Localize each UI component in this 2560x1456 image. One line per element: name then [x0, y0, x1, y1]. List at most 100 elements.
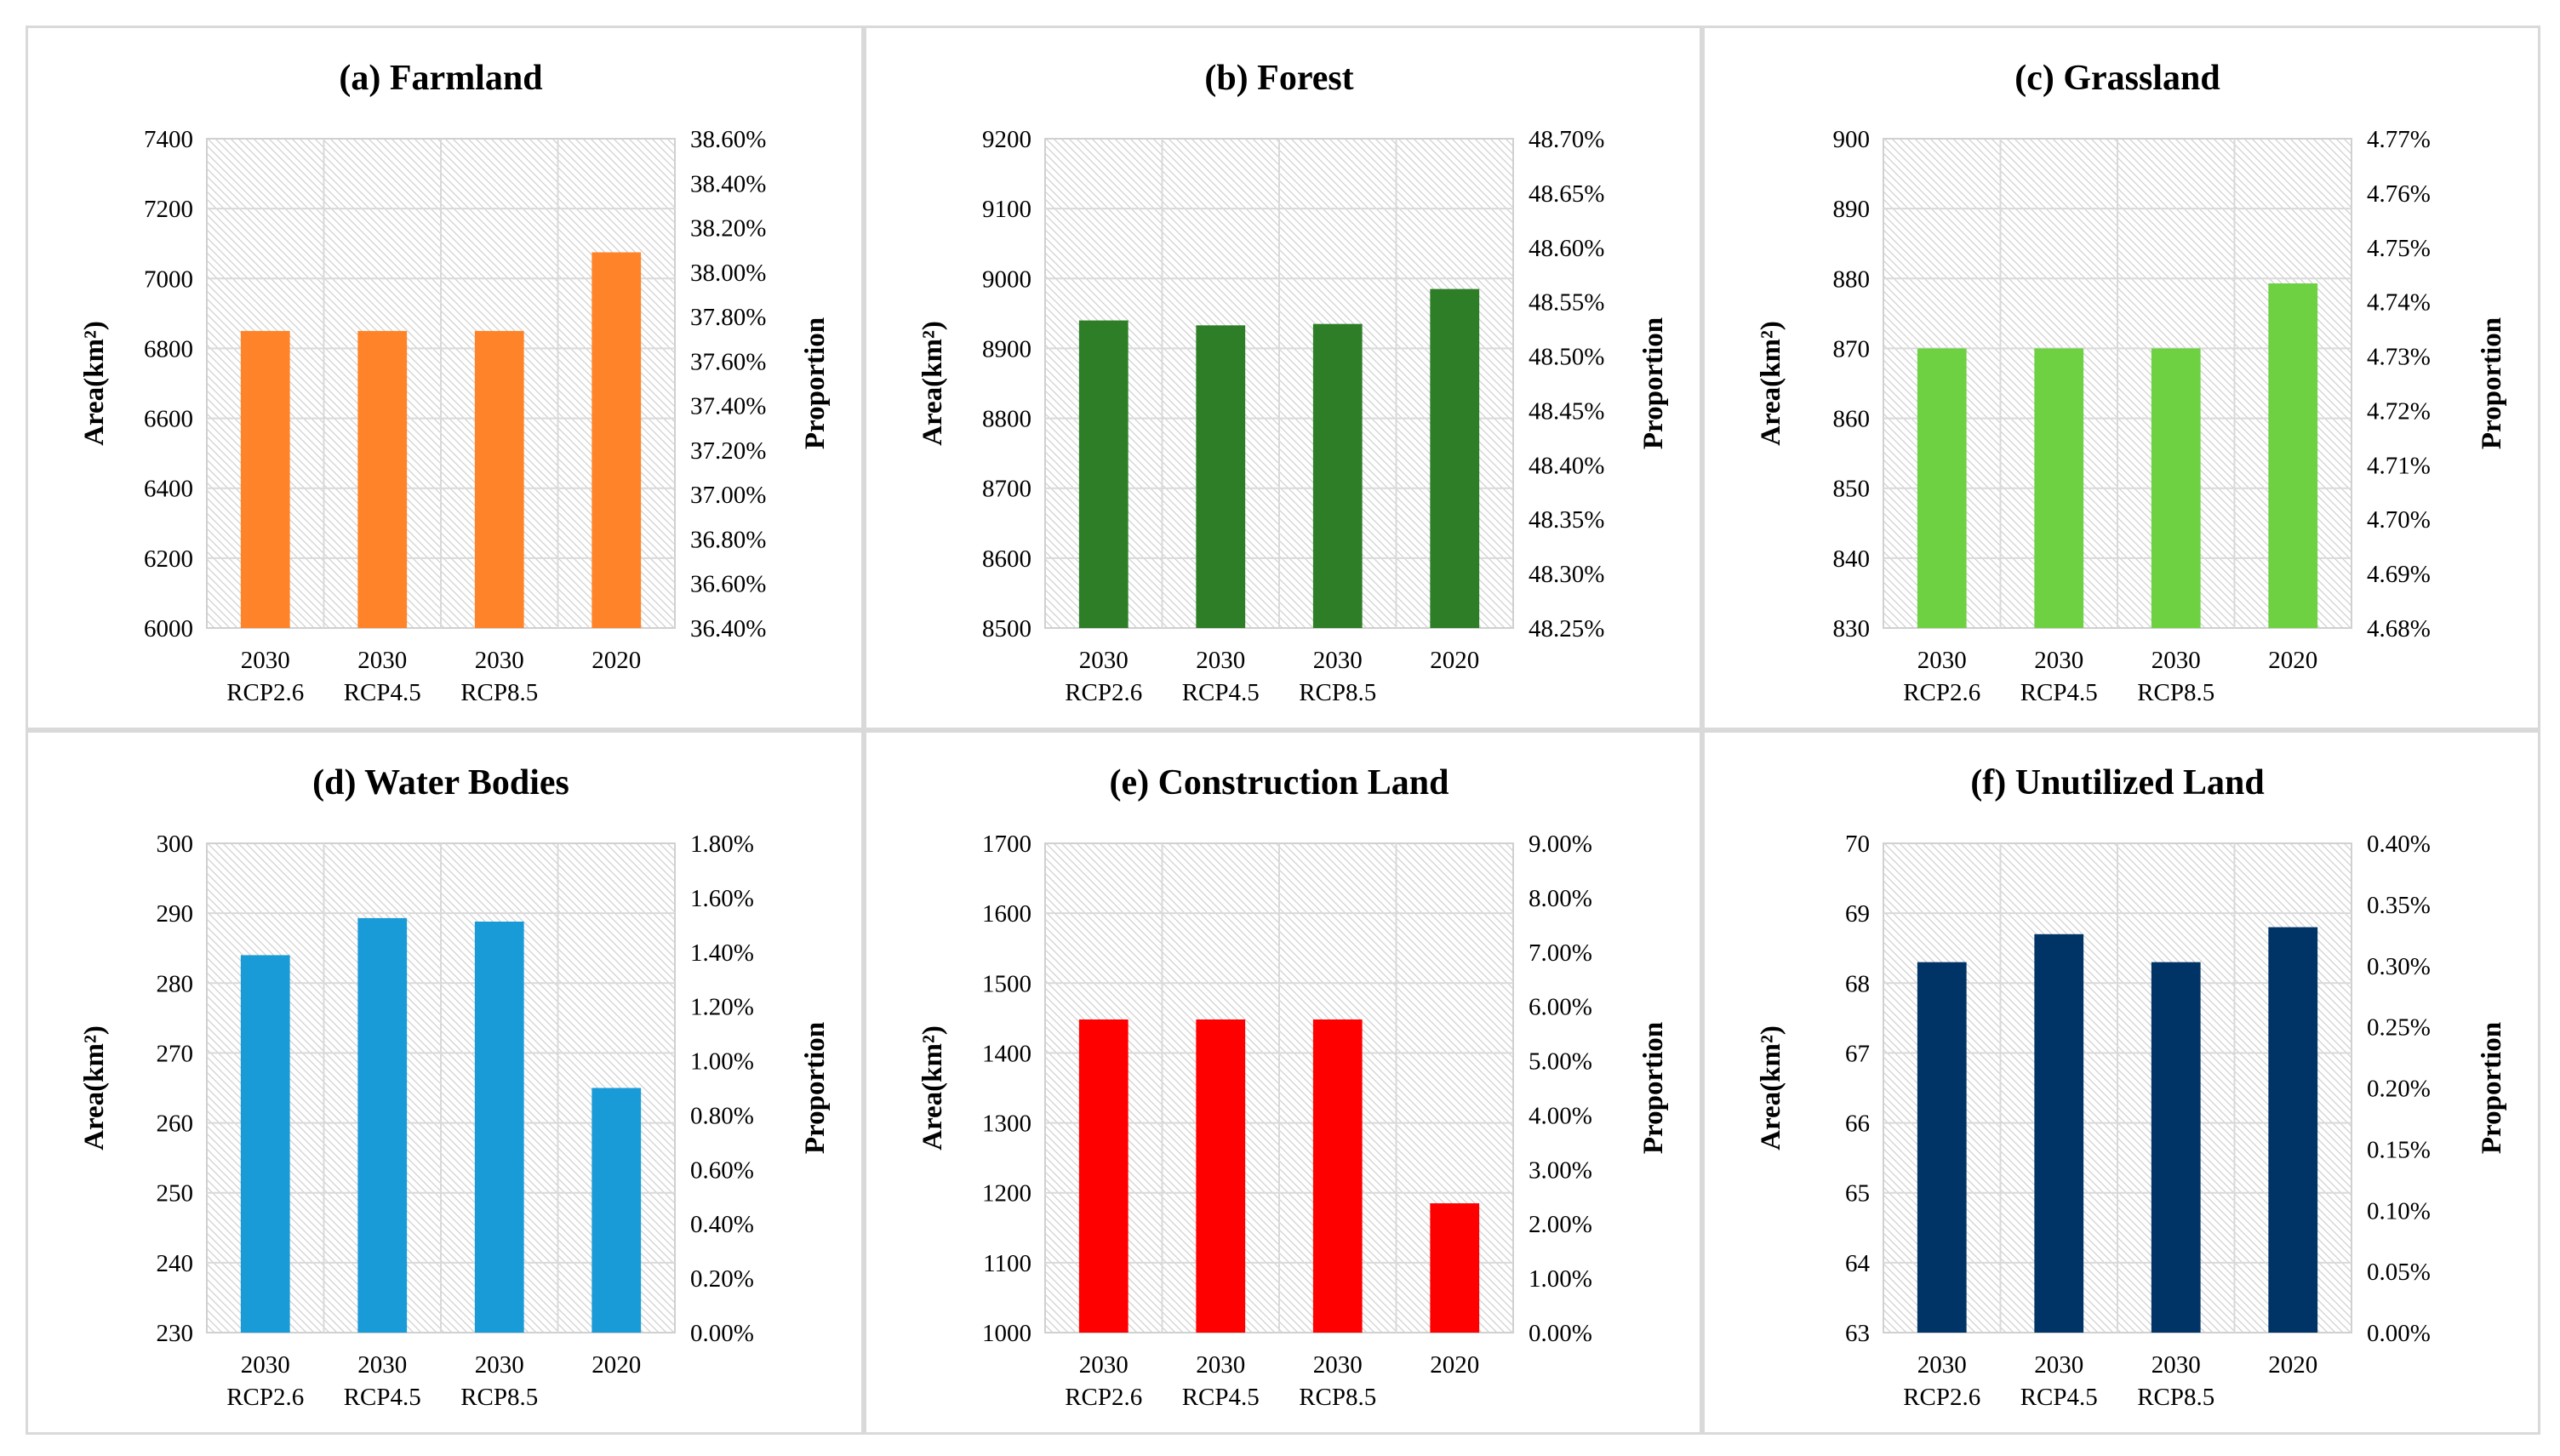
y2-tick-label: 0.30% — [2367, 953, 2431, 980]
y2-tick-label: 1.60% — [690, 885, 754, 912]
chart-panel-f: (f) Unutilized Land 63 64 65 66 67 68 69 70 0.00%… — [1702, 730, 2540, 1435]
bar — [474, 922, 524, 1333]
x-tick-label: RCP4.5 — [2020, 1384, 2098, 1411]
x-tick-label: 2030 — [241, 647, 290, 674]
bar — [2034, 348, 2084, 628]
x-tick-label: 2030 — [357, 647, 407, 674]
y2-tick-label: 38.60% — [690, 126, 766, 153]
y-axis-title: Area(km²) — [79, 321, 110, 446]
y2-axis-title: Proportion — [800, 317, 831, 449]
chart-svg-c: (c) Grassland 830 840 850 860 870 880 890 900 4.6… — [1756, 59, 2507, 706]
y2-tick-label: 4.76% — [2367, 180, 2431, 208]
y2-tick-label: 36.40% — [690, 615, 766, 642]
x-tick-label: RCP8.5 — [2137, 679, 2214, 706]
y-axis-title: Area(km²) — [917, 1025, 948, 1151]
x-tick-label: RCP2.6 — [226, 1384, 304, 1411]
y-tick-label: 7000 — [144, 266, 193, 293]
y-tick-label: 300 — [157, 831, 194, 858]
y2-tick-label: 4.72% — [2367, 397, 2431, 425]
y-tick-label: 6200 — [144, 545, 193, 573]
y2-tick-label: 37.00% — [690, 482, 766, 509]
y2-tick-label: 0.00% — [1529, 1320, 1592, 1347]
y2-tick-label: 1.00% — [1529, 1265, 1592, 1293]
chart-title: (d) Water Bodies — [312, 763, 569, 802]
y-tick-label: 1100 — [983, 1250, 1031, 1277]
x-tick-label: 2020 — [1430, 1351, 1479, 1379]
y-tick-label: 63 — [1845, 1320, 1870, 1347]
chart-svg-a: (a) Farmland 6000 6200 6400 6600 6800 7000 7200… — [79, 59, 831, 706]
y2-tick-label: 48.25% — [1529, 615, 1604, 642]
bar — [474, 330, 524, 628]
x-tick-label: RCP8.5 — [460, 679, 538, 706]
y2-tick-label: 0.80% — [690, 1102, 754, 1129]
y-tick-label: 870 — [1833, 335, 1871, 363]
x-tick-label: RCP4.5 — [2020, 679, 2098, 706]
bar — [1196, 325, 1246, 628]
x-tick-label: 2030 — [2151, 1351, 2201, 1379]
y2-tick-label: 37.60% — [690, 348, 766, 375]
y-tick-label: 1400 — [982, 1040, 1031, 1067]
y2-tick-label: 0.20% — [2367, 1076, 2431, 1103]
chart-panel-d: (d) Water Bodies 230 240 250 260 270 280 290 300… — [26, 730, 864, 1435]
y-tick-label: 890 — [1833, 196, 1871, 223]
x-tick-label: 2020 — [2268, 647, 2317, 674]
bar — [1917, 348, 1967, 628]
y-tick-label: 6400 — [144, 476, 193, 503]
y2-tick-label: 4.74% — [2367, 289, 2431, 317]
x-tick-label: 2030 — [241, 1351, 290, 1379]
bar — [591, 1088, 642, 1333]
x-tick-label: RCP4.5 — [1182, 679, 1260, 706]
y-axis-title: Area(km²) — [1756, 321, 1786, 446]
y-tick-label: 9100 — [982, 196, 1031, 223]
x-tick-label: 2020 — [591, 1351, 641, 1379]
y2-tick-label: 48.35% — [1529, 506, 1604, 534]
x-tick-label: 2030 — [357, 1351, 407, 1379]
y2-tick-label: 48.40% — [1529, 452, 1604, 479]
y2-tick-label: 0.40% — [690, 1211, 754, 1238]
x-tick-label: RCP2.6 — [226, 679, 304, 706]
x-tick-label: 2030 — [1079, 1351, 1129, 1379]
y2-tick-label: 4.75% — [2367, 235, 2431, 262]
y-tick-label: 280 — [157, 970, 194, 997]
x-tick-label: 2030 — [1917, 1351, 1967, 1379]
x-tick-label: 2030 — [1917, 647, 1967, 674]
y-tick-label: 1700 — [982, 831, 1031, 858]
y2-tick-label: 7.00% — [1529, 939, 1592, 967]
y-axis-title: Area(km²) — [79, 1025, 110, 1151]
x-tick-label: RCP4.5 — [1182, 1384, 1260, 1411]
y2-tick-label: 1.80% — [690, 831, 754, 858]
y2-tick-label: 4.68% — [2367, 615, 2431, 642]
y-tick-label: 240 — [157, 1250, 194, 1277]
chart-panel-a: (a) Farmland 6000 6200 6400 6600 6800 7000 7200… — [26, 26, 864, 730]
x-tick-label: 2020 — [591, 647, 641, 674]
y-tick-label: 65 — [1845, 1180, 1870, 1208]
x-tick-label: 2020 — [2268, 1351, 2317, 1379]
y2-axis-title: Proportion — [2477, 1022, 2507, 1154]
x-tick-label: 2030 — [2151, 647, 2201, 674]
chart-panel-c: (c) Grassland 830 840 850 860 870 880 890 900 4.6… — [1702, 26, 2540, 730]
bar — [2034, 934, 2084, 1333]
bar — [1430, 288, 1480, 628]
bar — [240, 330, 290, 628]
x-tick-label: 2030 — [1196, 647, 1245, 674]
y2-tick-label: 1.00% — [690, 1048, 754, 1076]
y-tick-label: 8800 — [982, 406, 1031, 433]
bar — [1917, 962, 1967, 1333]
bar — [1430, 1203, 1480, 1333]
bar — [1312, 1019, 1363, 1333]
chart-panel-e: (e) Construction Land 1000 1100 1200 1300 140… — [864, 730, 1702, 1435]
bar — [1078, 1019, 1129, 1333]
y2-tick-label: 48.65% — [1529, 180, 1604, 208]
y2-tick-label: 48.60% — [1529, 235, 1604, 262]
y-tick-label: 8700 — [982, 476, 1031, 503]
chart-title: (c) Grassland — [2014, 59, 2220, 98]
y-tick-label: 270 — [157, 1040, 194, 1067]
bar — [2268, 283, 2318, 628]
x-tick-label: 2030 — [475, 647, 524, 674]
y2-tick-label: 4.70% — [2367, 506, 2431, 534]
y2-tick-label: 37.80% — [690, 304, 766, 331]
y2-tick-label: 36.60% — [690, 571, 766, 598]
chart-title: (e) Construction Land — [1109, 763, 1449, 802]
chart-svg-e: (e) Construction Land 1000 1100 1200 1300 140… — [917, 763, 1669, 1411]
